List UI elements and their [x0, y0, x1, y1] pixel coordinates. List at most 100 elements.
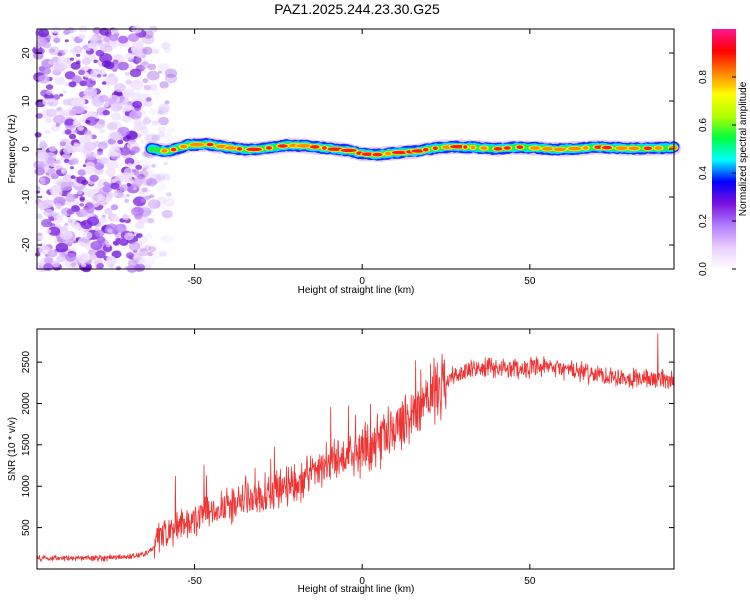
noise-blob	[158, 106, 169, 115]
noise-blob	[143, 208, 153, 216]
noise-blob	[59, 230, 73, 240]
noise-blob	[42, 98, 53, 106]
ridge-hotspot	[493, 147, 503, 151]
noise-blob	[147, 217, 155, 224]
noise-blob	[135, 233, 143, 239]
ridge-hotspot	[296, 144, 312, 148]
noise-blob	[164, 68, 178, 78]
noise-blob	[155, 173, 166, 181]
noise-blob	[142, 164, 152, 171]
ridge-hotspot	[372, 152, 383, 157]
noise-blob	[143, 203, 154, 211]
noise-blob	[120, 172, 133, 182]
noise-blob	[99, 157, 109, 165]
noise-blob	[41, 219, 52, 228]
noise-blob	[157, 62, 170, 72]
noise-blob	[158, 103, 171, 113]
noise-blob	[142, 188, 149, 193]
noise-blob	[47, 249, 58, 258]
noise-blob	[111, 192, 118, 197]
noise-blob	[161, 209, 173, 219]
noise-blob	[59, 93, 64, 97]
noise-scatter	[32, 25, 178, 273]
noise-blob	[34, 252, 41, 257]
noise-blob	[153, 201, 165, 210]
noise-blob	[76, 190, 83, 195]
noise-blob	[142, 178, 152, 186]
noise-blob	[67, 217, 72, 222]
noise-blob	[140, 197, 148, 203]
ridge-hotspot	[246, 147, 263, 152]
ridge-hotspot	[643, 146, 652, 151]
figure-title: PAZ1.2025.244.23.30.G25	[274, 1, 440, 17]
y-tick-label: -10	[21, 189, 32, 204]
noise-blob	[115, 237, 121, 242]
noise-blob	[159, 250, 167, 257]
noise-blob	[162, 173, 171, 181]
noise-blob	[45, 108, 57, 117]
noise-blob	[135, 43, 145, 51]
noise-blob	[102, 109, 110, 116]
noise-blob	[147, 63, 157, 71]
noise-blob	[124, 232, 135, 241]
noise-blob	[104, 31, 112, 37]
noise-blob	[43, 208, 54, 217]
y-tick-label: 2000	[21, 392, 32, 415]
noise-blob	[144, 115, 149, 120]
noise-blob	[148, 169, 155, 176]
noise-blob	[148, 246, 157, 253]
noise-blob	[141, 34, 155, 45]
noise-blob	[95, 250, 106, 259]
noise-blob	[85, 190, 95, 198]
noise-blob	[152, 48, 160, 55]
noise-blob	[149, 173, 163, 184]
noise-blob	[126, 135, 132, 140]
y-tick-label: 0	[21, 146, 32, 152]
y-tick-label: 10	[21, 95, 32, 107]
noise-blob	[142, 117, 152, 125]
snr-series-line	[37, 333, 674, 563]
noise-blob	[98, 141, 108, 150]
noise-blob	[59, 141, 66, 147]
ridge-hotspot	[503, 146, 511, 150]
noise-blob	[136, 213, 149, 224]
noise-blob	[142, 176, 152, 184]
noise-blob	[85, 161, 95, 169]
noise-blob	[62, 152, 71, 159]
noise-blob	[65, 253, 77, 262]
noise-blob	[44, 256, 54, 264]
noise-blob	[119, 184, 129, 192]
noise-blob	[36, 38, 48, 47]
noise-blob	[103, 181, 110, 187]
noise-blob	[48, 145, 57, 152]
ridge-hotspot	[322, 146, 327, 150]
noise-blob	[70, 175, 76, 180]
ridge-hotspot	[583, 146, 589, 150]
noise-blob	[55, 164, 62, 170]
noise-blob	[131, 146, 141, 154]
noise-blob	[151, 120, 159, 126]
noise-blob	[159, 236, 166, 241]
noise-blob	[93, 59, 98, 63]
noise-blob	[62, 90, 68, 94]
noise-blob	[147, 252, 153, 257]
ridge-hotspot	[392, 150, 408, 155]
ridge-hotspot	[470, 145, 476, 150]
y-tick-label: 1500	[21, 433, 32, 456]
x-tick-label: 0	[359, 276, 365, 287]
noise-blob	[104, 208, 113, 215]
noise-blob	[53, 114, 66, 125]
noise-blob	[129, 109, 142, 120]
x-tick-label: 50	[524, 576, 536, 587]
noise-blob	[72, 143, 85, 153]
noise-blob	[128, 242, 141, 252]
noise-blob	[135, 57, 148, 67]
noise-blob	[50, 188, 63, 198]
noise-blob	[51, 173, 59, 180]
spectrogram-x-label: Height of straight line (km)	[298, 285, 415, 296]
noise-blob	[78, 33, 86, 40]
noise-blob	[47, 60, 54, 65]
noise-blob	[35, 190, 41, 194]
noise-blob	[98, 217, 107, 224]
noise-blob	[158, 132, 165, 137]
